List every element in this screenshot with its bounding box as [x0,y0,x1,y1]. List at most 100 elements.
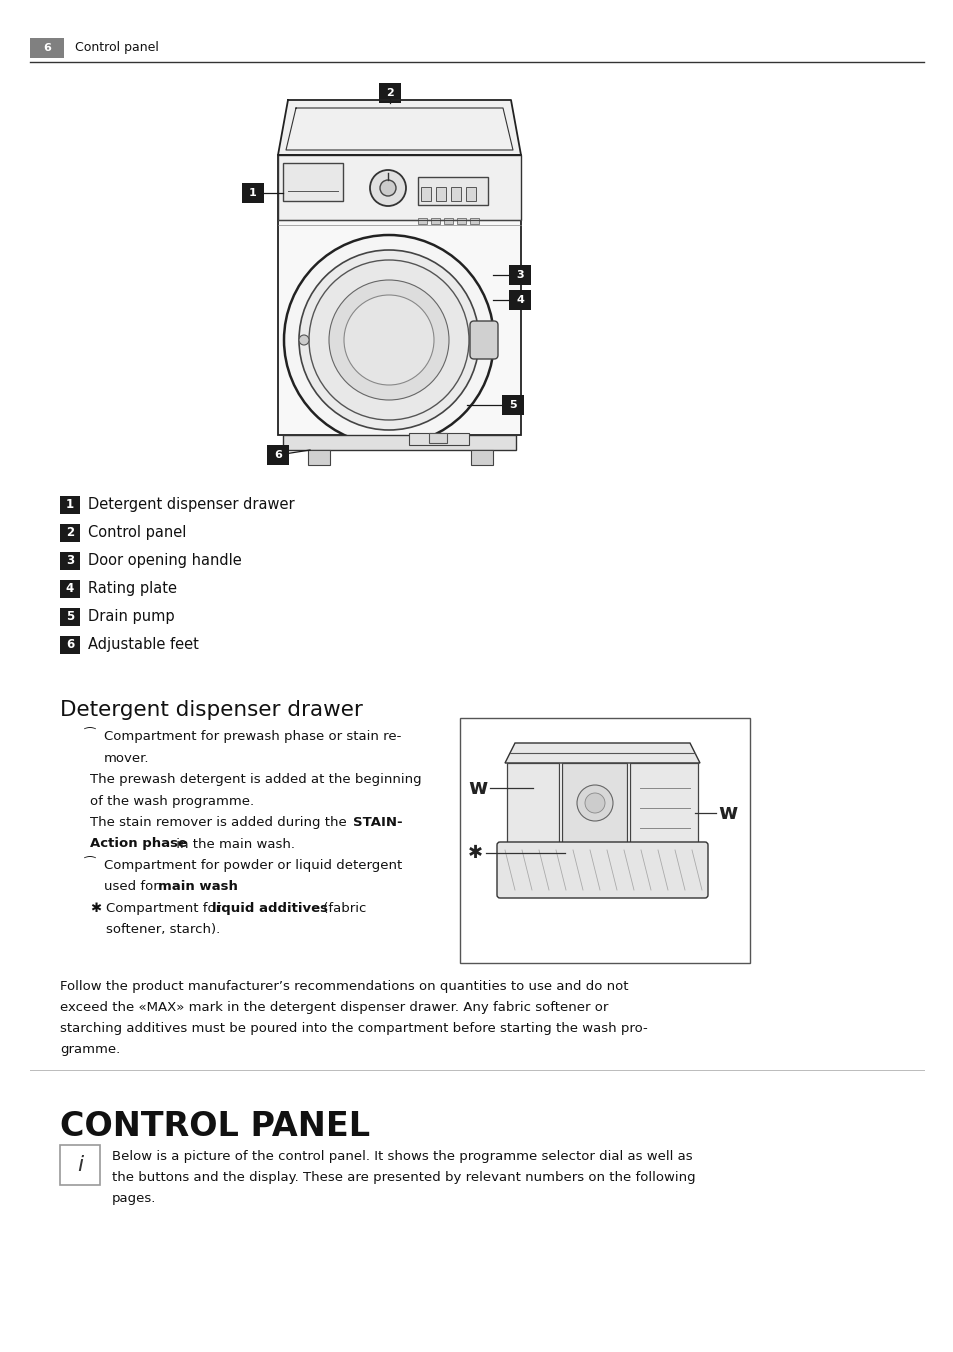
Bar [267,445,289,465]
Bar [60,1145,100,1184]
Bar [509,289,531,310]
Circle shape [298,250,478,430]
Bar [501,395,523,415]
Bar [417,218,427,224]
Text: ✱: ✱ [468,844,482,863]
Bar [629,763,698,844]
Text: 5: 5 [66,611,74,623]
Text: starching additives must be poured into the compartment before starting the wash: starching additives must be poured into … [60,1022,647,1036]
Bar [60,580,80,598]
Text: Detergent dispenser drawer: Detergent dispenser drawer [60,700,362,721]
Text: Compartment for: Compartment for [106,902,225,915]
Text: The prewash detergent is added at the beginning: The prewash detergent is added at the be… [90,773,421,786]
Bar [242,183,264,203]
Bar [436,187,446,201]
Bar [283,435,516,450]
Text: w: w [718,803,737,823]
FancyBboxPatch shape [470,320,497,360]
Text: Compartment for prewash phase or stain re-: Compartment for prewash phase or stain r… [104,730,401,744]
Text: 3: 3 [66,554,74,568]
Text: Control panel: Control panel [75,42,159,54]
Circle shape [284,235,494,445]
Text: 5: 5 [509,400,517,410]
Bar [431,218,439,224]
Text: i: i [77,1155,83,1175]
Circle shape [370,170,406,206]
Bar [459,718,749,963]
Text: 1: 1 [249,188,256,197]
Text: of the wash programme.: of the wash programme. [90,795,253,807]
FancyBboxPatch shape [497,842,707,898]
Circle shape [309,260,469,420]
Text: 4: 4 [516,295,523,306]
Bar [506,763,558,844]
Text: STAIN-: STAIN- [353,817,402,829]
Text: 6: 6 [274,450,282,460]
Bar [429,433,447,443]
Text: The stain remover is added during the: The stain remover is added during the [90,817,351,829]
Bar [277,155,520,435]
Bar [60,496,80,514]
Bar [60,552,80,571]
Text: gramme.: gramme. [60,1042,120,1056]
Text: 6: 6 [43,43,51,53]
Bar [471,450,493,465]
Bar [277,155,520,220]
Text: Control panel: Control panel [88,526,186,541]
Bar [308,450,330,465]
Bar [456,218,465,224]
Text: ✱: ✱ [90,902,101,915]
Text: Compartment for powder or liquid detergent: Compartment for powder or liquid deterge… [104,859,402,872]
Text: Adjustable feet: Adjustable feet [88,638,198,653]
Text: in the main wash.: in the main wash. [172,837,294,850]
Text: w: w [468,777,487,798]
Bar [420,187,431,201]
Circle shape [329,280,449,400]
Text: Action phase: Action phase [90,837,187,850]
Bar [378,82,400,103]
Bar [409,433,469,445]
Text: mover.: mover. [104,752,150,764]
Text: the buttons and the display. These are presented by relevant numbers on the foll: the buttons and the display. These are p… [112,1171,695,1184]
Text: Drain pump: Drain pump [88,610,174,625]
Bar [417,177,488,206]
Polygon shape [504,744,700,763]
Bar [60,635,80,654]
Text: 2: 2 [66,526,74,539]
Bar [465,187,476,201]
Text: (fabric: (fabric [318,902,366,915]
Text: liquid additives: liquid additives [212,902,328,915]
Bar [443,218,453,224]
Circle shape [584,794,604,813]
Circle shape [344,295,434,385]
Bar [30,38,64,58]
Text: CONTROL PANEL: CONTROL PANEL [60,1110,370,1142]
Text: Detergent dispenser drawer: Detergent dispenser drawer [88,498,294,512]
Text: 2: 2 [386,88,394,97]
Text: softener, starch).: softener, starch). [106,923,220,937]
Text: used for: used for [104,880,163,894]
Bar [509,265,531,285]
Circle shape [379,180,395,196]
Text: exceed the «MAX» mark in the detergent dispenser drawer. Any fabric softener or: exceed the «MAX» mark in the detergent d… [60,1000,608,1014]
Circle shape [577,786,613,821]
Text: 6: 6 [66,638,74,652]
Text: Follow the product manufacturer’s recommendations on quantities to use and do no: Follow the product manufacturer’s recomm… [60,980,628,992]
Bar [60,525,80,542]
Text: Below is a picture of the control panel. It shows the programme selector dial as: Below is a picture of the control panel.… [112,1151,692,1163]
Polygon shape [277,100,520,155]
Bar [451,187,460,201]
Circle shape [298,335,309,345]
Text: Rating plate: Rating plate [88,581,177,596]
Text: 1: 1 [66,499,74,511]
Text: 4: 4 [66,583,74,595]
Text: main wash: main wash [158,880,237,894]
Bar [470,218,478,224]
Bar [60,608,80,626]
Bar [283,164,343,201]
Text: Door opening handle: Door opening handle [88,553,241,568]
Text: 3: 3 [516,270,523,280]
Bar [561,763,626,844]
Text: .: . [229,880,237,894]
Text: pages.: pages. [112,1192,156,1205]
